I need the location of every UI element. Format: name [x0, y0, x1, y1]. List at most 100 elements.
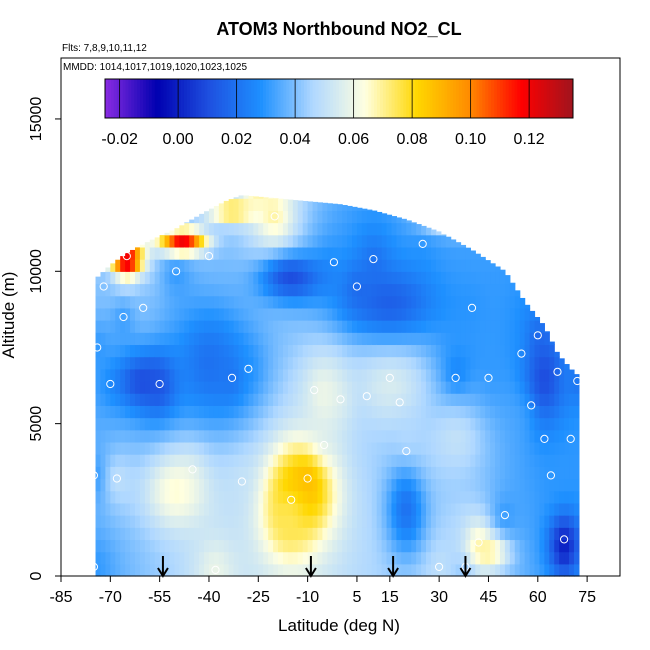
heatmap-cell: [421, 246, 427, 260]
heatmap-cell: [179, 320, 185, 333]
colorbar-segment: [467, 79, 472, 118]
colorbar-segment: [248, 79, 252, 118]
heatmap-cell: [228, 551, 235, 565]
heatmap-cell: [144, 259, 151, 272]
heatmap-cell: [312, 222, 319, 236]
heatmap-cell: [401, 380, 407, 394]
heatmap-cell: [297, 490, 304, 504]
heatmap-cell: [504, 275, 511, 285]
heatmap-cell: [243, 490, 250, 504]
colorbar-segment: [429, 79, 433, 118]
heatmap-cell: [223, 368, 230, 382]
heatmap-cell: [258, 502, 264, 516]
heatmap-cell: [549, 429, 555, 443]
heatmap-cell: [495, 266, 501, 272]
heatmap-cell: [371, 332, 378, 346]
heatmap-cell: [115, 417, 121, 431]
heatmap-cell: [401, 515, 407, 528]
heatmap-cell: [228, 199, 235, 211]
heatmap-cell: [529, 405, 536, 419]
heatmap-cell: [361, 429, 368, 443]
heatmap-cell: [278, 356, 284, 370]
heatmap-cell: [223, 320, 230, 333]
heatmap-cell: [549, 515, 555, 528]
heatmap-cell: [302, 539, 309, 553]
heatmap-cell: [208, 380, 215, 394]
heatmap-cell: [238, 429, 245, 443]
heatmap-cell: [297, 380, 304, 394]
heatmap-cell: [514, 466, 521, 480]
heatmap-cell: [213, 307, 220, 321]
heatmap-cell: [100, 320, 106, 333]
heatmap-cell: [376, 307, 383, 321]
colorbar-segment: [192, 79, 197, 118]
heatmap-cell: [278, 527, 284, 541]
heatmap-cell: [356, 295, 363, 309]
heatmap-cell: [233, 380, 240, 394]
heatmap-cell: [243, 393, 250, 406]
heatmap-cell: [445, 320, 452, 333]
heatmap-cell: [391, 393, 397, 406]
heatmap-cell: [139, 502, 146, 516]
heatmap-cell: [445, 551, 452, 565]
heatmap-cell: [134, 563, 141, 577]
heatmap-cell: [490, 502, 496, 516]
colorbar-segment: [157, 79, 161, 118]
heatmap-cell: [381, 356, 388, 370]
heatmap-cell: [356, 478, 363, 492]
heatmap-cell: [381, 307, 388, 321]
heatmap-cell: [282, 222, 289, 236]
heatmap-cell: [253, 222, 259, 236]
heatmap-cell: [386, 454, 393, 467]
heatmap-cell: [263, 344, 269, 358]
colorbar-segment: [306, 79, 311, 118]
heatmap-cell: [524, 539, 531, 553]
heatmap-cell: [134, 466, 141, 480]
heatmap-cell: [519, 478, 526, 492]
heatmap-cell: [416, 234, 422, 248]
heatmap-cell: [460, 393, 467, 406]
colorbar-tick-label: 0.08: [397, 131, 428, 148]
heatmap-cell: [253, 441, 259, 455]
heatmap-cell: [366, 320, 373, 333]
heatmap-cell: [238, 234, 245, 248]
heatmap-cell: [356, 466, 363, 480]
sample-point: [310, 386, 319, 395]
heatmap-cell: [287, 344, 294, 358]
heatmap-cell: [371, 441, 378, 455]
heatmap-cell: [233, 454, 240, 467]
heatmap-cell: [184, 405, 190, 419]
heatmap-cell: [105, 368, 111, 382]
heatmap-cell: [381, 527, 388, 541]
colorbar-tick-label: 0.10: [455, 131, 486, 148]
heatmap-cell: [519, 307, 526, 321]
colorbar-segment: [520, 79, 524, 118]
heatmap-cell: [110, 417, 116, 431]
heatmap-cell: [105, 295, 111, 309]
heatmap-cell: [366, 210, 373, 224]
heatmap-cell: [495, 271, 501, 285]
heatmap-cell: [490, 368, 496, 382]
heatmap-cell: [485, 502, 491, 516]
heatmap-cell: [569, 563, 575, 577]
heatmap-cell: [208, 405, 215, 419]
heatmap-cell: [292, 405, 299, 419]
heatmap-cell: [386, 295, 393, 309]
colorbar-segment: [265, 79, 270, 118]
heatmap-cell: [499, 295, 506, 309]
heatmap-cell: [134, 502, 141, 516]
heatmap-cell: [228, 356, 235, 370]
heatmap-cell: [302, 271, 309, 285]
heatmap-cell: [327, 454, 333, 467]
heatmap-cell: [282, 271, 289, 285]
heatmap-cell: [208, 454, 215, 467]
heatmap-cell: [386, 320, 393, 333]
heatmap-cell: [490, 295, 496, 309]
heatmap-cell: [199, 441, 205, 455]
heatmap-cell: [460, 307, 467, 321]
heatmap-cell: [347, 490, 353, 504]
heatmap-cell: [139, 246, 146, 260]
heatmap-cell: [549, 380, 555, 394]
heatmap-cell: [475, 563, 481, 577]
colorbar-segment: [321, 79, 325, 118]
